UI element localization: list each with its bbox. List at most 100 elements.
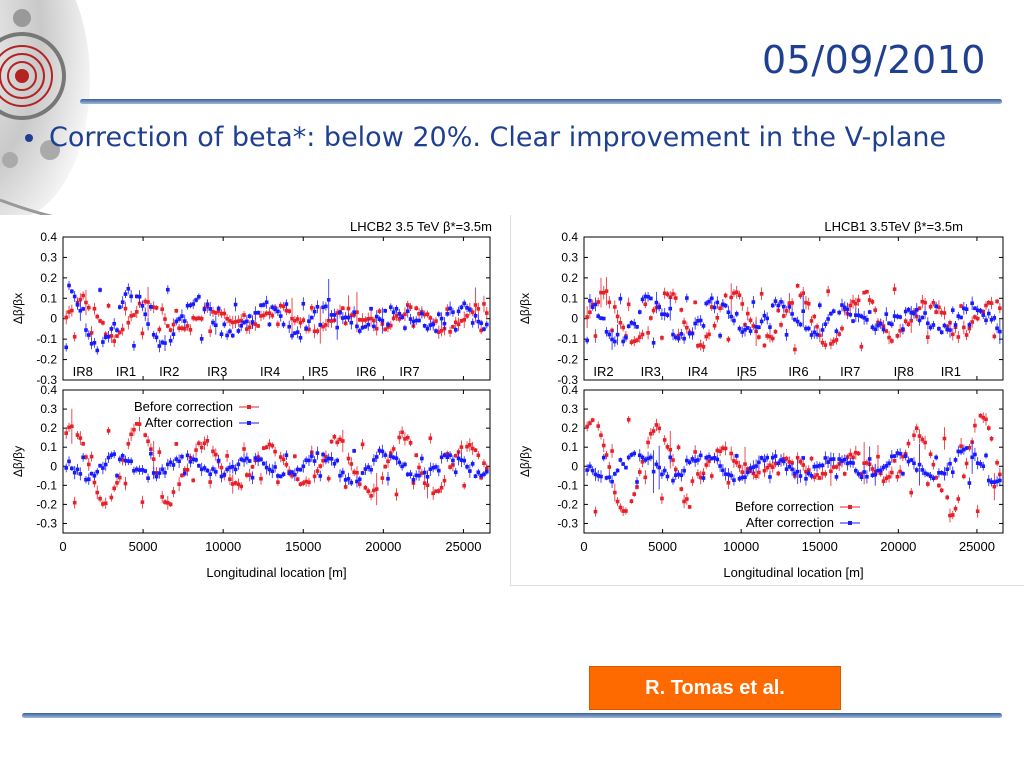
data-point [154, 474, 159, 479]
data-point [250, 465, 255, 469]
data-point [298, 482, 303, 487]
data-point [151, 457, 156, 461]
data-point [115, 328, 119, 332]
data-point [992, 334, 997, 339]
series-2 [64, 278, 489, 355]
data-point [89, 331, 94, 335]
data-point [301, 481, 306, 485]
data-point [247, 325, 252, 330]
data-point [363, 467, 368, 471]
data-point [453, 320, 458, 325]
data-point [137, 422, 142, 426]
data-point [923, 311, 927, 315]
data-point [242, 447, 246, 451]
data-point [679, 487, 684, 491]
legend-label: Before correction [134, 399, 233, 414]
ir-label: IR7 [840, 364, 860, 379]
data-point [363, 324, 368, 329]
data-point [146, 476, 150, 481]
data-point [643, 475, 648, 480]
data-point [329, 319, 334, 323]
data-point [718, 449, 722, 454]
data-point [701, 476, 706, 480]
data-point [707, 299, 711, 304]
data-point [109, 334, 114, 338]
data-point [704, 455, 709, 460]
data-point [712, 305, 717, 310]
data-point [967, 326, 972, 331]
y-tick-label: 0 [571, 312, 578, 326]
data-point [397, 435, 402, 440]
data-point [400, 430, 404, 435]
data-point [239, 484, 244, 489]
data-point [673, 296, 678, 300]
data-point [78, 472, 83, 476]
data-point [315, 451, 320, 455]
data-point [174, 457, 179, 461]
data-point [834, 475, 839, 479]
data-point [174, 319, 179, 324]
data-point [801, 291, 805, 295]
data-point [219, 311, 224, 316]
data-point [734, 454, 739, 458]
data-point [701, 324, 706, 328]
data-point [818, 476, 822, 480]
series-1 [64, 286, 489, 348]
data-point [434, 319, 438, 323]
data-point [928, 474, 933, 479]
data-point [624, 335, 628, 340]
data-point [673, 335, 678, 340]
data-point [862, 290, 866, 295]
x-tick-label: 25000 [959, 539, 995, 554]
data-point [171, 322, 176, 327]
data-point [629, 453, 634, 457]
data-point [95, 314, 100, 319]
data-point [840, 303, 844, 307]
data-point [182, 319, 187, 323]
data-point [660, 496, 664, 501]
data-point [931, 476, 936, 481]
data-point [671, 292, 675, 296]
data-point [928, 304, 933, 309]
data-point [934, 304, 938, 308]
data-point [168, 502, 173, 507]
data-point [928, 325, 933, 330]
data-point [867, 298, 872, 302]
data-point [174, 442, 179, 446]
data-point [239, 323, 244, 328]
data-point [942, 436, 947, 441]
data-point [657, 465, 661, 470]
data-point [101, 502, 105, 506]
data-point [425, 326, 430, 331]
data-point [324, 454, 328, 459]
data-point [651, 429, 656, 433]
data-point [168, 328, 173, 332]
data-point [321, 305, 325, 310]
data-point [701, 471, 706, 476]
data-point [92, 480, 97, 485]
chart-lhcb1: 0.4 0.3 0.2 0.1 0 -0.1 -0.2 -0.3 Δβ/βx IR2 IR3 IR4 I… [518, 219, 1004, 580]
data-point [394, 492, 399, 497]
data-point [465, 464, 469, 469]
data-point [998, 478, 1002, 483]
data-point [795, 283, 800, 288]
data-point [106, 303, 111, 308]
data-point [95, 348, 100, 353]
bullet-text: Correction of beta*: below 20%. Clear im… [49, 122, 947, 153]
data-point [420, 471, 424, 475]
data-point [434, 489, 438, 494]
data-point [989, 480, 994, 484]
ir-label: IR8 [894, 364, 914, 379]
data-point [177, 482, 181, 486]
data-point [307, 480, 311, 485]
y-tick-label: -0.2 [36, 497, 57, 511]
data-point [787, 301, 792, 305]
x-tick-label: 5000 [648, 539, 677, 554]
data-point [245, 319, 249, 324]
data-point [261, 313, 266, 318]
data-point [637, 310, 642, 314]
data-point [715, 300, 720, 305]
data-point [408, 317, 413, 321]
data-point [917, 318, 922, 323]
data-point [106, 455, 111, 460]
